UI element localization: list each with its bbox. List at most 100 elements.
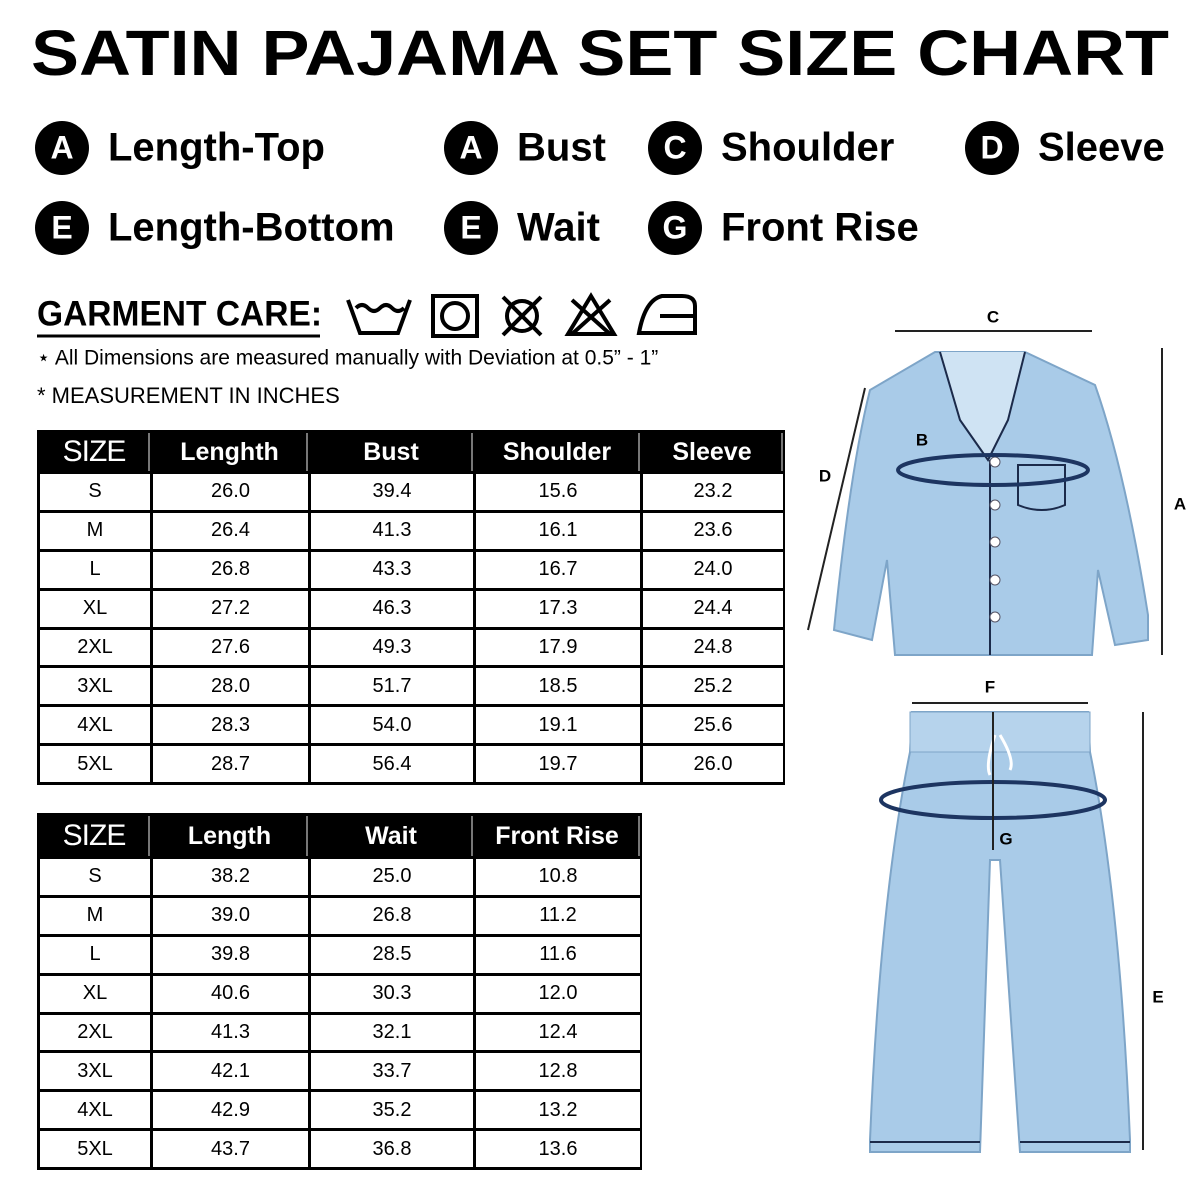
legend: A Length-Top A Bust C Shoulder D Sleeve E Length-… — [35, 121, 1165, 255]
table-cell: 39.0 — [153, 897, 308, 934]
table-cell: 39.4 — [311, 474, 473, 510]
legend-badge — [444, 121, 498, 175]
header-cell: Sleeve — [643, 433, 783, 471]
legend-letter: C — [663, 129, 686, 165]
buttons — [989, 456, 1001, 623]
pants-body — [869, 711, 1131, 1153]
legend-letter: E — [51, 209, 72, 245]
table-cell: 12.0 — [476, 975, 640, 1012]
table-cell: S — [40, 859, 150, 895]
table-cell: 28.0 — [153, 668, 308, 705]
table-cell: 49.3 — [311, 629, 473, 666]
legend-letter: A — [459, 129, 482, 165]
table-cell: 5XL — [40, 1131, 150, 1167]
table-cell: 13.6 — [476, 1131, 640, 1167]
table-cell: 5XL — [40, 746, 150, 782]
collar — [939, 351, 1026, 462]
header-cell: Length — [153, 816, 308, 856]
table-cell: 12.8 — [476, 1053, 640, 1090]
care-label: GARMENT CARE: — [37, 294, 322, 333]
table-cell: 10.8 — [476, 859, 640, 895]
legend-label: Front Rise — [721, 206, 919, 250]
table-cell: 18.5 — [476, 668, 640, 705]
legend-label: Sleeve — [1038, 126, 1165, 170]
dim-label: A — [1174, 494, 1186, 513]
table-cell: 40.6 — [153, 975, 308, 1012]
table-cell: M — [40, 897, 150, 934]
table-cell: 26.4 — [153, 512, 308, 549]
table-cell: 25.2 — [643, 668, 783, 705]
table-cell: 56.4 — [311, 746, 473, 782]
dryer-circle — [440, 301, 470, 331]
shirt-dims — [807, 330, 1163, 655]
table-cell: 19.7 — [476, 746, 640, 782]
header-cell: SIZE — [40, 433, 150, 471]
legend-label: Bust — [517, 126, 606, 170]
table-cell: 41.3 — [311, 512, 473, 549]
table-cell: 16.7 — [476, 551, 640, 588]
legend-label: Wait — [517, 206, 600, 250]
table-cell: 28.3 — [153, 707, 308, 744]
table-cell: 30.3 — [311, 975, 473, 1012]
dim-label: G — [999, 829, 1012, 848]
table-cell: 46.3 — [311, 590, 473, 627]
header-cell: SIZE — [40, 816, 150, 856]
table-cell: 2XL — [40, 629, 150, 666]
table-cell: 23.2 — [643, 474, 783, 510]
table-cell: 4XL — [40, 707, 150, 744]
nobleach-icon — [564, 292, 618, 336]
table-cell: 24.4 — [643, 590, 783, 627]
note: * MEASUREMENT IN INCHES — [37, 383, 340, 408]
pocket — [1017, 464, 1066, 511]
table-cell: 41.3 — [153, 1014, 308, 1051]
table-cell: 42.1 — [153, 1053, 308, 1090]
header-cell: Front Rise — [476, 816, 640, 856]
legend-label: Shoulder — [721, 126, 894, 170]
table-cell: 16.1 — [476, 512, 640, 549]
care-icons — [346, 292, 697, 338]
header-cell: Wait — [311, 816, 473, 856]
pants-dims — [912, 702, 1144, 1150]
legend-letter: E — [460, 209, 481, 245]
table-cell: 42.9 — [153, 1092, 308, 1129]
table-cell: 54.0 — [311, 707, 473, 744]
table-cell: 24.0 — [643, 551, 783, 588]
table-cell: 25.0 — [311, 859, 473, 895]
table-cell: 24.8 — [643, 629, 783, 666]
pants — [869, 711, 1131, 1153]
table-cell: 36.8 — [311, 1131, 473, 1167]
table-cell: 12.4 — [476, 1014, 640, 1051]
table-cell: XL — [40, 975, 150, 1012]
legend-label: Length-Top — [108, 126, 325, 170]
table-cell: L — [40, 936, 150, 973]
note: ⋆ All Dimensions are measured manually w… — [37, 347, 658, 370]
legend-badge — [35, 121, 89, 175]
dim-label: D — [819, 466, 831, 485]
table-cell: 28.5 — [311, 936, 473, 973]
table-cell: 19.1 — [476, 707, 640, 744]
table-cell: 43.3 — [311, 551, 473, 588]
table-cell: XL — [40, 590, 150, 627]
table-cell: 27.2 — [153, 590, 308, 627]
dim-label: C — [987, 307, 999, 326]
dim-label: E — [1152, 987, 1163, 1006]
table-cell: 26.0 — [153, 474, 308, 510]
legend-badge — [648, 121, 702, 175]
dryer-icon — [431, 294, 479, 338]
table-cell: 2XL — [40, 1014, 150, 1051]
table-cell: 17.9 — [476, 629, 640, 666]
legend-badge — [35, 201, 89, 255]
table-cell: 23.6 — [643, 512, 783, 549]
legend-badge — [444, 201, 498, 255]
diagram-labels: C B D A F G E — [819, 307, 1186, 1006]
cross — [501, 295, 543, 337]
legend-letter: D — [980, 129, 1003, 165]
table-cell: 35.2 — [311, 1092, 473, 1129]
table-cell: 38.2 — [153, 859, 308, 895]
top-table: SIZE Lenghth Bust Shoulder Sleeve S 26.0 39.4 15… — [37, 430, 785, 785]
table-cell: S — [40, 474, 150, 510]
noclean-icon — [505, 299, 539, 333]
table-cell: 26.0 — [643, 746, 783, 782]
bottom-table: SIZE Length Wait Front Rise S 38.2 25.0 10.8 M 39… — [37, 813, 642, 1170]
